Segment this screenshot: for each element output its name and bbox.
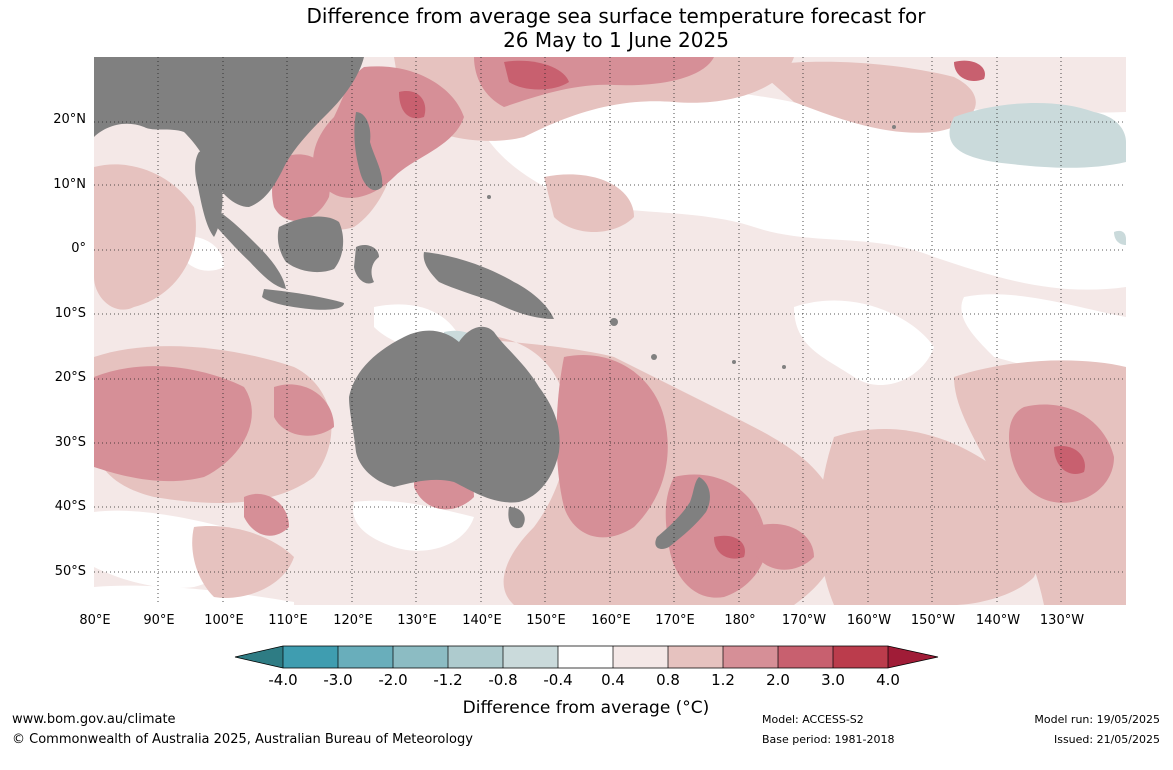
colorbar-svg [234,645,939,669]
colorbar-swatch-1 [283,646,338,668]
colorbar-swatch-8 [668,646,723,668]
colorbar-swatch-9 [723,646,778,668]
lon-label-140w: 140°W [975,613,1021,628]
colorbar-tick-2: -3.0 [323,671,353,689]
colorbar-swatch-6 [558,646,613,668]
lon-label-130w: 130°W [1039,613,1085,628]
colorbar-tick-6: -0.4 [543,671,573,689]
issued-date: Issued: 21/05/2025 [1053,733,1160,746]
colorbar-tick-11: 3.0 [821,671,845,689]
lon-label-160w: 160°W [846,613,892,628]
colorbar [230,640,945,680]
colorbar-tick-8: 0.8 [656,671,680,689]
base-period: Base period: 1981-2018 [762,733,895,746]
lon-label-110e: 110°E [268,613,308,628]
colorbar-swatch-10 [778,646,833,668]
colorbar-tick-5: -0.8 [488,671,518,689]
lon-label-160e: 160°E [591,613,631,628]
map-title: Difference from average sea surface temp… [0,4,1173,52]
lon-label-140e: 140°E [462,613,502,628]
lat-label-20n: 20°N [53,112,86,127]
lat-label-20s: 20°S [54,370,86,385]
colorbar-swatch-3 [393,646,448,668]
lat-label-50s: 50°S [54,564,86,579]
map-canvas [94,57,1126,605]
model-run-date: Model run: 19/05/2025 [1034,713,1160,726]
colorbar-tick-4: -1.2 [433,671,463,689]
colorbar-swatch-7 [613,646,668,668]
title-line-2: 26 May to 1 June 2025 [503,28,729,52]
colorbar-tick-12: 4.0 [876,671,900,689]
graticule [94,57,1126,605]
colorbar-tick-9: 1.2 [711,671,735,689]
colorbar-tick-3: -2.0 [378,671,408,689]
lon-label-150e: 150°E [526,613,566,628]
colorbar-title: Difference from average (°C) [462,698,710,718]
lon-label-90e: 90°E [143,613,175,628]
lon-label-130e: 130°E [397,613,437,628]
copyright-notice: © Commonwealth of Australia 2025, Austra… [12,732,473,747]
colorbar-tick-10: 2.0 [766,671,790,689]
lon-label-80e: 80°E [79,613,111,628]
lat-label-0: 0° [71,241,86,256]
sst-anomaly-map [94,57,1126,605]
colorbar-tick-1: -4.0 [268,671,298,689]
lon-label-120e: 120°E [333,613,373,628]
lon-label-170e: 170°E [655,613,695,628]
land-masses [94,57,896,549]
lon-label-170w: 170°W [781,613,827,628]
model-name: Model: ACCESS-S2 [762,713,864,726]
lat-label-40s: 40°S [54,499,86,514]
lat-label-10s: 10°S [54,306,86,321]
colorbar-swatch-2 [338,646,393,668]
colorbar-swatch-4 [448,646,503,668]
lat-label-10n: 10°N [53,177,86,192]
colorbar-swatch-5 [503,646,558,668]
title-line-1: Difference from average sea surface temp… [306,4,926,28]
lon-label-150w: 150°W [910,613,956,628]
lon-label-180: 180° [724,613,756,628]
colorbar-arrow-low [235,646,283,668]
colorbar-swatch-11 [833,646,888,668]
lat-label-30s: 30°S [54,435,86,450]
website-link[interactable]: www.bom.gov.au/climate [12,712,176,727]
anomaly-field-2-0 [399,60,1085,559]
colorbar-tick-7: 0.4 [601,671,625,689]
colorbar-arrow-high [888,646,938,668]
lon-label-100e: 100°E [204,613,244,628]
